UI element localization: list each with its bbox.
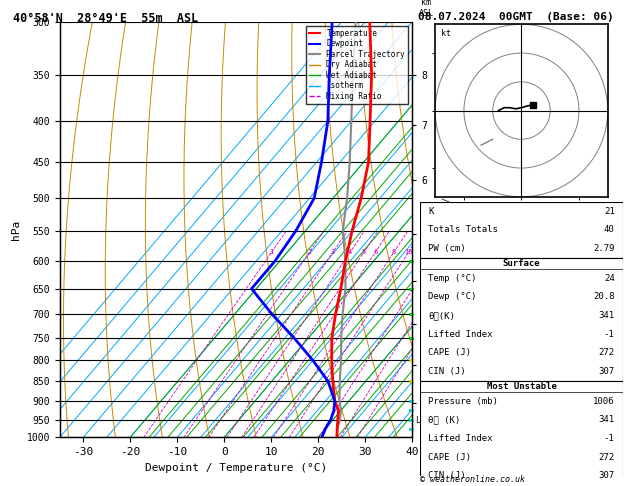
Text: θᴀ(K): θᴀ(K) — [428, 311, 455, 320]
Y-axis label: hPa: hPa — [11, 220, 21, 240]
Text: 307: 307 — [598, 367, 615, 376]
Text: Lifted Index: Lifted Index — [428, 330, 493, 339]
Text: Lifted Index: Lifted Index — [428, 434, 493, 443]
Text: CIN (J): CIN (J) — [428, 367, 466, 376]
Text: 341: 341 — [598, 415, 615, 424]
Text: 307: 307 — [598, 471, 615, 480]
Text: Pressure (mb): Pressure (mb) — [428, 397, 498, 405]
Legend: Temperature, Dewpoint, Parcel Trajectory, Dry Adiabat, Wet Adiabat, Isotherm, Mi: Temperature, Dewpoint, Parcel Trajectory… — [306, 26, 408, 104]
Text: 272: 272 — [598, 452, 615, 462]
Text: Surface: Surface — [503, 259, 540, 268]
Text: 08.07.2024  00GMT  (Base: 06): 08.07.2024 00GMT (Base: 06) — [418, 12, 614, 22]
Text: Totals Totals: Totals Totals — [428, 225, 498, 234]
Text: © weatheronline.co.uk: © weatheronline.co.uk — [420, 474, 525, 484]
Text: 1: 1 — [269, 249, 274, 255]
Text: PW (cm): PW (cm) — [428, 244, 466, 253]
Text: 272: 272 — [598, 348, 615, 357]
Bar — [420, 202, 623, 258]
Text: -1: -1 — [604, 330, 615, 339]
Text: 20.8: 20.8 — [593, 292, 615, 301]
Text: CIN (J): CIN (J) — [428, 471, 466, 480]
Text: 10: 10 — [404, 249, 413, 255]
Text: 24: 24 — [604, 274, 615, 282]
Text: θᴀ (K): θᴀ (K) — [428, 415, 460, 424]
Text: Temp (°C): Temp (°C) — [428, 274, 477, 282]
Text: 2: 2 — [307, 249, 311, 255]
Text: Mixing Ratio (g/kg): Mixing Ratio (g/kg) — [443, 182, 452, 277]
Text: LCL: LCL — [416, 416, 430, 425]
Text: 1006: 1006 — [593, 397, 615, 405]
Text: 6: 6 — [373, 249, 377, 255]
Text: Dewp (°C): Dewp (°C) — [428, 292, 477, 301]
Text: 2.79: 2.79 — [593, 244, 615, 253]
Text: Most Unstable: Most Unstable — [486, 382, 557, 391]
Text: K: K — [428, 207, 433, 215]
Text: kt: kt — [441, 29, 451, 38]
Text: -1: -1 — [604, 434, 615, 443]
Text: CAPE (J): CAPE (J) — [428, 348, 471, 357]
Text: 40: 40 — [604, 225, 615, 234]
Text: 4: 4 — [348, 249, 352, 255]
Text: 21: 21 — [604, 207, 615, 215]
Bar — [420, 381, 623, 485]
Text: 3: 3 — [331, 249, 335, 255]
Text: CAPE (J): CAPE (J) — [428, 452, 471, 462]
Text: km
ASL: km ASL — [418, 0, 433, 17]
X-axis label: Dewpoint / Temperature (°C): Dewpoint / Temperature (°C) — [145, 463, 327, 473]
Text: 5: 5 — [362, 249, 366, 255]
Bar — [420, 258, 623, 381]
Text: 8: 8 — [392, 249, 396, 255]
Text: 341: 341 — [598, 311, 615, 320]
Text: 40°58'N  28°49'E  55m  ASL: 40°58'N 28°49'E 55m ASL — [13, 12, 198, 25]
Bar — [420, 485, 623, 486]
